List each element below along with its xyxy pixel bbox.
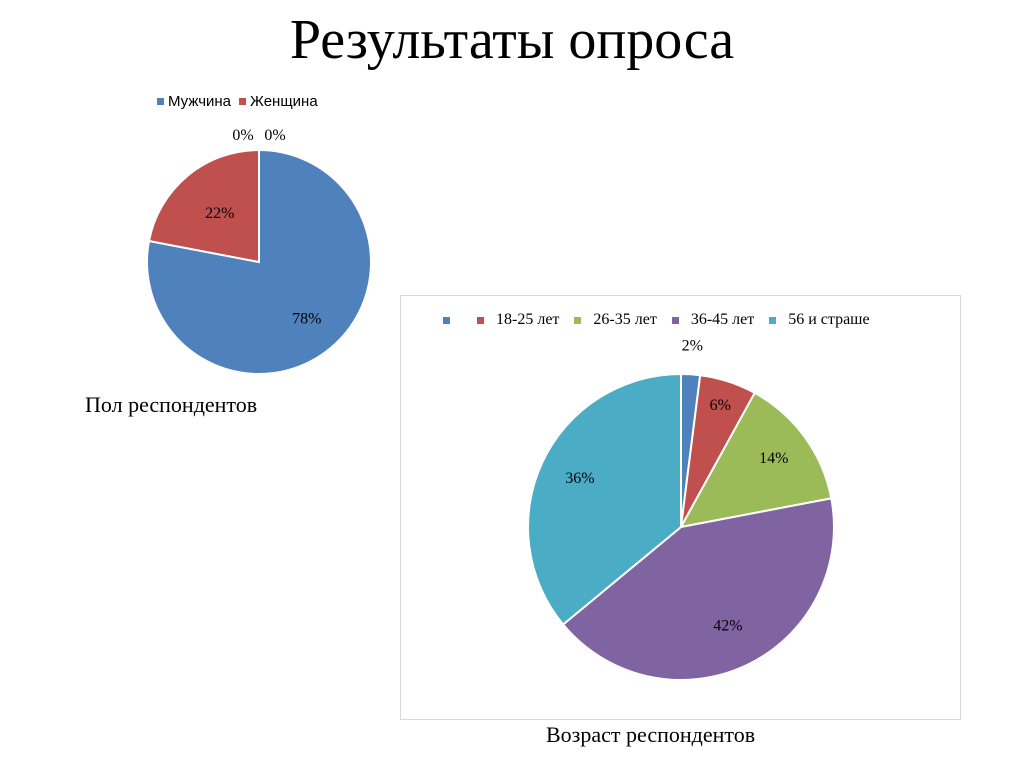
legend-item-age-3: 36-45 лет xyxy=(671,311,755,329)
age-chart-frame xyxy=(400,295,961,720)
gender-chart-title: Пол респондентов xyxy=(85,392,258,417)
gender-data-label-1: 22% xyxy=(205,205,234,222)
age-slice-4 xyxy=(527,372,682,626)
gender-slice-1 xyxy=(147,148,260,264)
age-data-label-4: 36% xyxy=(565,470,594,487)
page-title: Результаты опроса xyxy=(289,9,735,71)
gender-data-label-3: 0% xyxy=(264,127,285,144)
legend-item-male: Мужчина xyxy=(157,93,231,110)
age-legend: 18-25 лет 26-35 лет 36-45 лет 56 и страш… xyxy=(443,311,885,329)
legend-item-female: Женщина xyxy=(239,93,318,110)
age-data-label-3: 42% xyxy=(713,617,742,634)
legend-label-female: Женщина xyxy=(250,93,318,110)
age-chart-title: Возраст респондентов xyxy=(546,722,756,747)
legend-item-age-2: 26-35 лет xyxy=(574,311,657,329)
legend-label-age-3: 36-45 лет xyxy=(690,311,755,328)
age-data-label-1: 6% xyxy=(710,397,731,414)
legend-label-male: Мужчина xyxy=(168,93,232,110)
legend-label-age-2: 26-35 лет xyxy=(593,311,657,328)
legend-swatch-age-0 xyxy=(443,316,450,324)
gender-data-label-2: 0% xyxy=(232,127,253,144)
legend-item-age-4: 56 и страше xyxy=(769,311,870,329)
age-data-label-2: 14% xyxy=(759,450,788,467)
age-data-label-0: 2% xyxy=(682,337,703,354)
legend-label-age-4: 56 и страше xyxy=(788,311,870,328)
legend-swatch-age-2 xyxy=(574,316,582,324)
age-slice-3 xyxy=(561,497,835,681)
legend-label-age-1: 18-25 лет xyxy=(496,311,560,328)
legend-swatch-male xyxy=(157,98,164,105)
legend-item-age-1: 18-25 лет xyxy=(477,311,559,329)
legend-swatch-age-4 xyxy=(769,316,777,324)
legend-swatch-female xyxy=(239,98,247,105)
legend-item-age-0 xyxy=(443,316,462,324)
legend-swatch-age-1 xyxy=(477,316,484,324)
legend-swatch-age-3 xyxy=(671,316,679,324)
gender-data-label-0: 78% xyxy=(292,310,321,327)
gender-legend: Мужчина Женщина xyxy=(157,93,326,110)
age-slice-2 xyxy=(679,391,833,529)
